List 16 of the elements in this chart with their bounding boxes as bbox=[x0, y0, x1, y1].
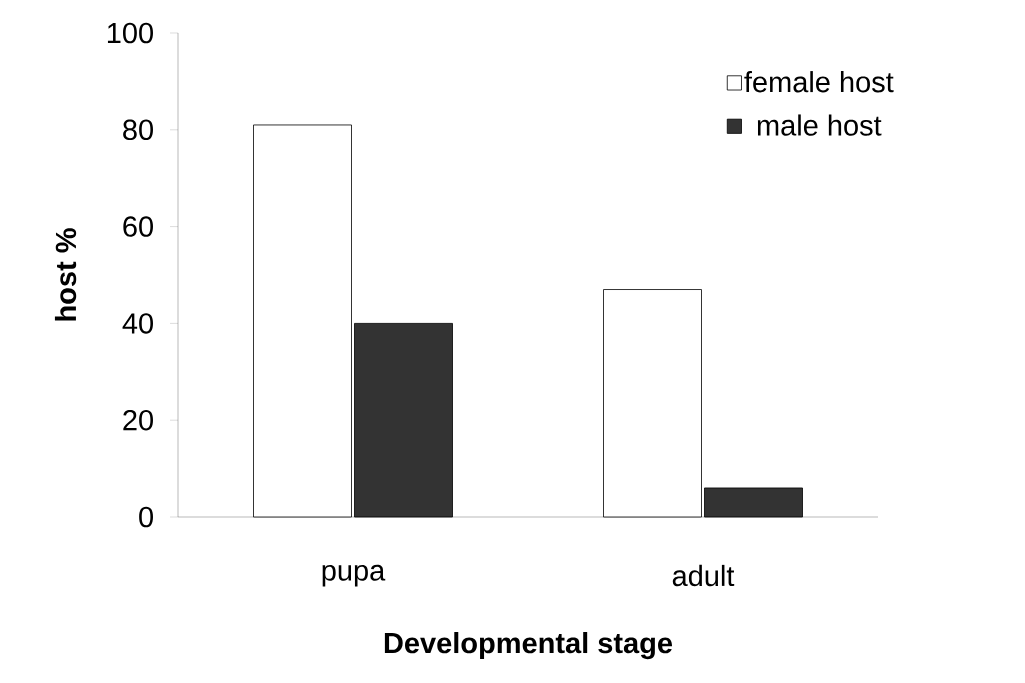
x-tick-label: adult bbox=[672, 564, 735, 587]
bar bbox=[704, 487, 803, 518]
y-tick-label: 20 bbox=[123, 409, 153, 431]
x-tick-label: pupa bbox=[322, 564, 386, 587]
y-tick-label: 60 bbox=[123, 216, 153, 237]
x-axis-title: Developmental stage bbox=[384, 632, 673, 660]
y-tick-label: 40 bbox=[122, 313, 153, 334]
legend-label: male host bbox=[757, 114, 882, 136]
y-axis-title: host % bbox=[54, 228, 77, 321]
y-tick-label: 80 bbox=[123, 119, 153, 141]
bar bbox=[603, 289, 702, 518]
y-tick-label: 0 bbox=[139, 506, 153, 528]
bar bbox=[253, 124, 352, 518]
y-tick-label: 100 bbox=[107, 22, 153, 44]
legend-label: female host bbox=[744, 71, 894, 93]
bar bbox=[354, 323, 453, 518]
